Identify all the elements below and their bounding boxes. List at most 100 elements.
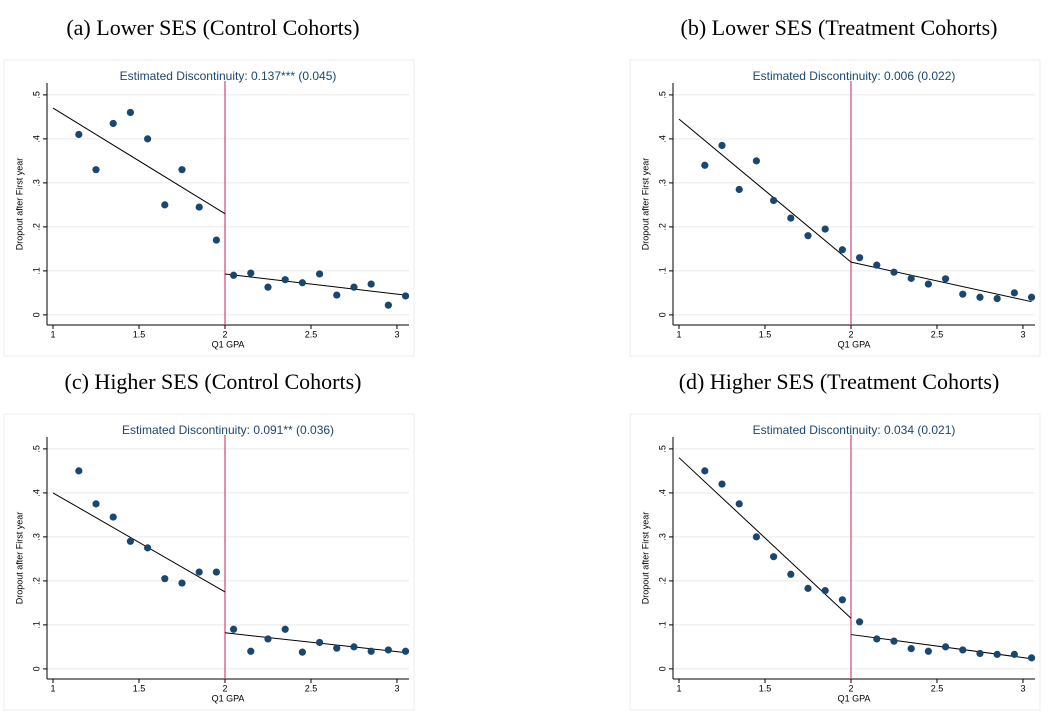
y-tick-label: .2	[31, 577, 41, 585]
point	[804, 584, 812, 592]
point	[315, 270, 324, 278]
x-tick-label: 1.5	[759, 329, 772, 339]
point	[92, 166, 100, 174]
point	[401, 292, 410, 300]
point	[959, 646, 967, 654]
fit-line	[224, 632, 406, 654]
y-tick-label: .4	[31, 489, 41, 497]
point	[109, 119, 117, 128]
panel-caption: (c) Higher SES (Control Cohorts)	[65, 369, 362, 394]
point	[855, 254, 864, 262]
x-axis-label: Q1 GPA	[212, 339, 245, 349]
y-tick-label: 0	[657, 666, 667, 671]
point	[976, 293, 984, 301]
point	[873, 635, 881, 643]
point	[752, 157, 761, 165]
annotation: Estimated Discontinuity: 0.137*** (0.045…	[120, 69, 337, 83]
point	[890, 637, 898, 645]
point	[855, 618, 864, 626]
y-tick-label: .3	[657, 533, 667, 541]
point	[804, 232, 812, 240]
point	[229, 271, 238, 279]
point	[959, 290, 967, 298]
y-tick-label: .5	[31, 91, 41, 99]
point	[941, 275, 950, 283]
x-tick-label: 1.5	[133, 683, 146, 693]
point	[770, 196, 778, 205]
y-tick-label: .3	[657, 179, 667, 187]
y-tick-label: .5	[31, 445, 41, 453]
annotation: Estimated Discontinuity: 0.034 (0.021)	[753, 423, 956, 437]
x-tick-label: 2.5	[931, 683, 944, 693]
graph-region	[3, 413, 415, 711]
point	[178, 579, 186, 587]
point	[75, 467, 83, 475]
fit-line	[224, 273, 406, 296]
y-tick-label: .1	[31, 267, 41, 275]
panel: (d) Higher SES (Treatment Cohorts) 0 .1 .2.…	[629, 369, 1041, 711]
point	[109, 513, 117, 521]
y-tick-label: .1	[657, 621, 667, 629]
graph-region	[629, 413, 1041, 711]
point	[993, 650, 1001, 658]
x-tick-label: 3	[394, 683, 399, 693]
annotation: Estimated Discontinuity: 0.091** (0.036)	[122, 423, 334, 437]
y-tick-label: 0	[31, 312, 41, 317]
y-tick-label: .5	[657, 91, 667, 99]
panel-caption: (b) Lower SES (Treatment Cohorts)	[681, 15, 998, 40]
y-tick-label: .3	[31, 533, 41, 541]
point	[701, 467, 709, 475]
graph-region	[629, 59, 1041, 357]
point	[350, 643, 358, 651]
point	[735, 185, 743, 194]
y-tick-label: .1	[657, 267, 667, 275]
point	[195, 568, 203, 576]
y-tick-label: 0	[31, 666, 41, 671]
point	[75, 130, 83, 139]
x-tick-label: 1	[677, 683, 682, 693]
point	[384, 646, 392, 654]
y-tick-label: .2	[657, 223, 667, 231]
y-axis-label: Dropout after First year	[14, 158, 24, 251]
point	[873, 261, 881, 269]
point	[126, 108, 135, 117]
x-tick-label: 1	[677, 329, 682, 339]
point	[752, 533, 761, 541]
point	[838, 596, 846, 604]
point	[367, 647, 375, 655]
fit-line	[52, 492, 226, 593]
y-axis-label: Dropout after First year	[640, 512, 650, 605]
point	[821, 586, 829, 595]
fit-line	[850, 261, 1032, 303]
point	[924, 280, 932, 288]
point	[247, 647, 255, 655]
x-tick-label: 2.5	[931, 329, 944, 339]
x-axis-label: Q1 GPA	[838, 693, 871, 703]
x-tick-label: 2.5	[305, 329, 318, 339]
x-tick-label: 1	[51, 683, 56, 693]
panel-caption: (a) Lower SES (Control Cohorts)	[66, 15, 359, 40]
point	[161, 575, 169, 583]
y-tick-label: 0	[657, 312, 667, 317]
point	[367, 280, 375, 288]
point	[718, 141, 726, 150]
x-tick-label: 3	[1020, 683, 1025, 693]
point	[315, 638, 324, 647]
point	[298, 279, 306, 287]
point	[1027, 293, 1036, 301]
point	[229, 625, 238, 633]
point	[161, 201, 169, 209]
point	[298, 648, 306, 656]
point	[701, 161, 709, 169]
x-tick-label: 3	[1020, 329, 1025, 339]
point	[890, 268, 898, 276]
point	[333, 644, 341, 652]
panel: (c) Higher SES (Control Cohorts) 0 .1 .2 .3.…	[3, 369, 415, 711]
point	[907, 274, 915, 282]
fit-line	[678, 118, 852, 263]
panel: (a) Lower SES (Control Cohorts) 0 .1 .2 .3 .4…	[3, 15, 415, 357]
point	[264, 635, 272, 643]
point	[212, 236, 220, 244]
point	[907, 645, 915, 653]
